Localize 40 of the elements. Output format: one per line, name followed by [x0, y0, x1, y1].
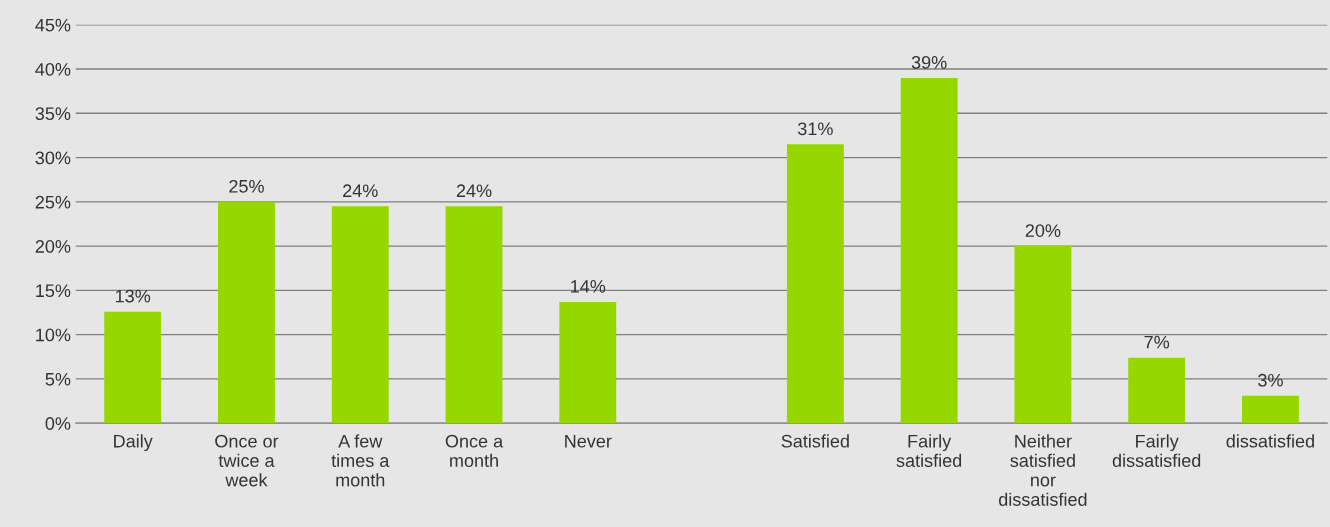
bar — [104, 311, 162, 424]
bar — [559, 301, 617, 424]
y-tick-label: 15% — [36, 284, 71, 298]
x-tick-label: Neither satisfied nor dissatisfied — [999, 434, 1087, 506]
bar — [900, 77, 958, 424]
data-label: 3% — [1258, 373, 1283, 387]
x-tick-label: Fairly satisfied — [896, 434, 962, 467]
x-tick-label: A few times a month — [331, 434, 390, 487]
data-label: 25% — [229, 179, 264, 193]
y-tick-label: 10% — [36, 328, 71, 342]
y-tick-label: 30% — [35, 151, 71, 165]
y-tick-label: 5% — [45, 372, 71, 386]
data-label: 24% — [343, 184, 378, 198]
x-tick-label: Satisfied — [781, 434, 849, 448]
bar — [218, 201, 275, 424]
bar — [786, 144, 844, 424]
bar — [331, 206, 389, 424]
bar — [1128, 357, 1186, 424]
x-tick-label: Daily — [114, 434, 153, 452]
y-tick-label: 25% — [35, 195, 71, 209]
data-label: 20% — [1025, 224, 1061, 237]
y-tick-label: 40% — [35, 62, 71, 76]
x-tick-label: Fairly dissatisfied — [1112, 434, 1201, 467]
y-tick-label: 0% — [45, 417, 71, 430]
data-label: 24% — [456, 184, 492, 198]
y-tick-label: 20% — [35, 240, 71, 253]
data-label: 13% — [116, 289, 151, 303]
x-tick-label: Never — [565, 434, 612, 448]
x-tick-label: Once or twice a week — [215, 434, 279, 487]
bar — [445, 206, 503, 424]
x-tick-label: dissatisfied — [1226, 434, 1314, 448]
bar — [1014, 246, 1072, 424]
data-label: 7% — [1144, 335, 1170, 349]
y-tick-label: 45% — [35, 18, 71, 32]
data-label: 31% — [797, 122, 833, 136]
x-tick-label: Once a month — [445, 434, 504, 467]
data-label: 39% — [911, 55, 947, 69]
data-label: 14% — [571, 280, 606, 293]
bar — [1242, 395, 1299, 424]
y-tick-label: 35% — [35, 107, 71, 121]
